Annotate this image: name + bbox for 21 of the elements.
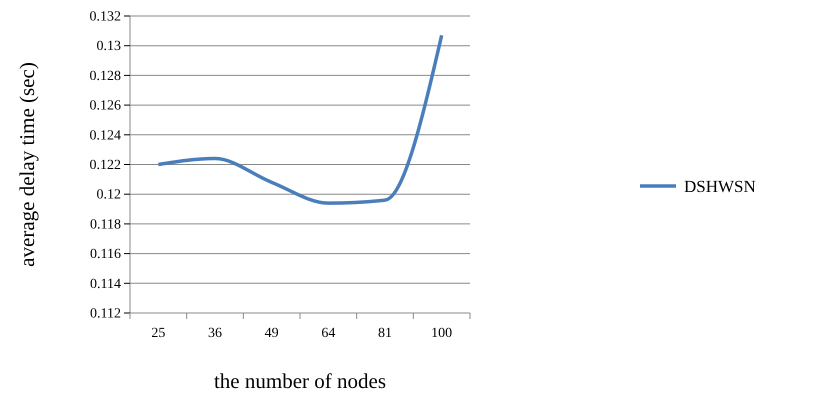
x-tick-label: 49	[264, 326, 279, 341]
x-axis-title: the number of nodes	[214, 369, 386, 393]
line-series	[156, 34, 444, 205]
y-tick-label: 0.12	[96, 188, 121, 203]
y-tick-label: 0.126	[90, 98, 121, 114]
x-tick-label: 100	[431, 326, 452, 341]
y-tick-label: 0.13	[96, 39, 121, 54]
y-axis-title: average delay time (sec)	[15, 62, 39, 267]
x-tick-label: 25	[151, 326, 166, 341]
x-tick-label: 36	[208, 326, 222, 341]
y-tick-label: 0.116	[90, 247, 121, 262]
x-tick-label: 64	[321, 326, 336, 341]
y-tick-label: 0.122	[90, 158, 121, 173]
legend-label: DSHWSN	[684, 176, 756, 196]
y-tick-label: 0.112	[90, 306, 121, 322]
y-tick-label: 0.118	[90, 217, 121, 232]
y-tick-label: 0.128	[90, 68, 121, 84]
x-tick-label: 81	[378, 326, 392, 341]
y-tick-label: 0.132	[90, 9, 121, 24]
y-tick-label: 0.124	[90, 128, 121, 144]
y-tick-label: 0.114	[90, 276, 121, 292]
